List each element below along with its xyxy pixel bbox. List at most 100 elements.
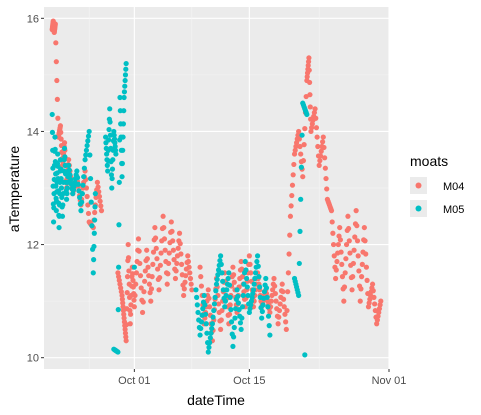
data-point: [181, 286, 187, 292]
data-point: [182, 279, 188, 285]
data-point: [54, 77, 60, 84]
data-point: [231, 272, 237, 278]
data-point: [198, 325, 204, 332]
data-point: [206, 344, 212, 350]
data-point: [351, 247, 357, 253]
y-tick-label: 10: [27, 353, 39, 365]
data-point: [297, 228, 303, 234]
data-point: [87, 152, 93, 158]
data-point: [170, 247, 176, 253]
x-axis-title: dateTime: [187, 392, 245, 408]
data-point: [161, 224, 167, 231]
data-point: [315, 143, 321, 150]
data-point: [111, 128, 117, 135]
data-point: [98, 208, 105, 214]
data-point: [66, 162, 72, 168]
data-point: [224, 287, 230, 293]
data-point: [238, 258, 244, 265]
data-point: [126, 268, 132, 274]
data-point: [197, 332, 203, 338]
data-point: [371, 294, 377, 300]
data-point: [131, 264, 137, 270]
data-point: [53, 59, 59, 65]
data-point: [225, 275, 231, 282]
data-point: [142, 278, 148, 284]
data-point: [298, 164, 304, 170]
data-point: [209, 321, 215, 327]
data-point: [307, 104, 313, 110]
data-point: [314, 134, 320, 140]
data-point: [324, 186, 330, 192]
data-point: [61, 145, 68, 152]
data-point: [194, 294, 200, 300]
data-point: [127, 311, 134, 317]
data-point: [154, 256, 160, 262]
data-point: [239, 304, 246, 310]
data-point: [337, 237, 343, 243]
data-point: [59, 213, 66, 219]
data-point: [113, 151, 119, 157]
data-point: [61, 140, 68, 146]
data-point: [228, 307, 234, 313]
data-point: [228, 319, 235, 325]
data-point: [358, 286, 364, 292]
legend: moats M04 M05: [410, 153, 464, 217]
data-point: [83, 147, 90, 153]
data-point: [105, 168, 111, 174]
data-point: [359, 274, 365, 280]
data-point: [222, 304, 228, 310]
data-point: [148, 298, 154, 304]
data-point: [170, 238, 176, 244]
data-point: [361, 224, 367, 231]
data-point: [85, 138, 91, 144]
legend-label-m05: M05: [443, 204, 464, 216]
data-point: [321, 144, 327, 151]
data-point: [181, 292, 187, 299]
data-point: [123, 334, 129, 340]
data-point: [58, 175, 64, 182]
data-point: [187, 270, 193, 276]
data-point: [185, 253, 191, 259]
data-point: [255, 263, 261, 269]
data-point: [318, 148, 324, 154]
data-point: [81, 165, 87, 171]
data-point: [168, 219, 174, 225]
data-point: [263, 275, 269, 282]
data-point: [64, 185, 70, 191]
data-point: [57, 157, 64, 163]
data-point: [211, 307, 217, 314]
data-point: [115, 307, 121, 313]
data-point: [92, 217, 98, 223]
data-point: [198, 283, 205, 289]
data-point: [55, 115, 61, 121]
data-point: [277, 301, 283, 307]
data-point: [124, 274, 131, 280]
data-point: [265, 313, 272, 319]
data-point: [80, 182, 86, 188]
data-point: [240, 292, 246, 299]
data-point: [156, 287, 162, 293]
data-point: [106, 137, 112, 143]
data-point: [88, 199, 94, 205]
data-point: [353, 208, 359, 214]
data-point: [178, 261, 185, 267]
data-point: [329, 219, 335, 225]
data-point: [304, 111, 310, 118]
data-point: [121, 311, 127, 317]
data-point: [84, 142, 90, 149]
data-point: [343, 241, 350, 248]
data-point: [265, 304, 271, 310]
data-point: [92, 209, 98, 216]
data-point: [68, 176, 74, 183]
data-point: [330, 241, 337, 248]
data-point: [120, 134, 126, 140]
data-point: [333, 275, 339, 282]
data-point: [222, 298, 228, 304]
data-point: [122, 83, 128, 89]
data-point: [306, 79, 313, 86]
data-point: [211, 301, 218, 307]
data-point: [116, 222, 122, 228]
data-point: [60, 202, 66, 208]
data-point: [219, 270, 225, 276]
data-point: [246, 253, 252, 259]
